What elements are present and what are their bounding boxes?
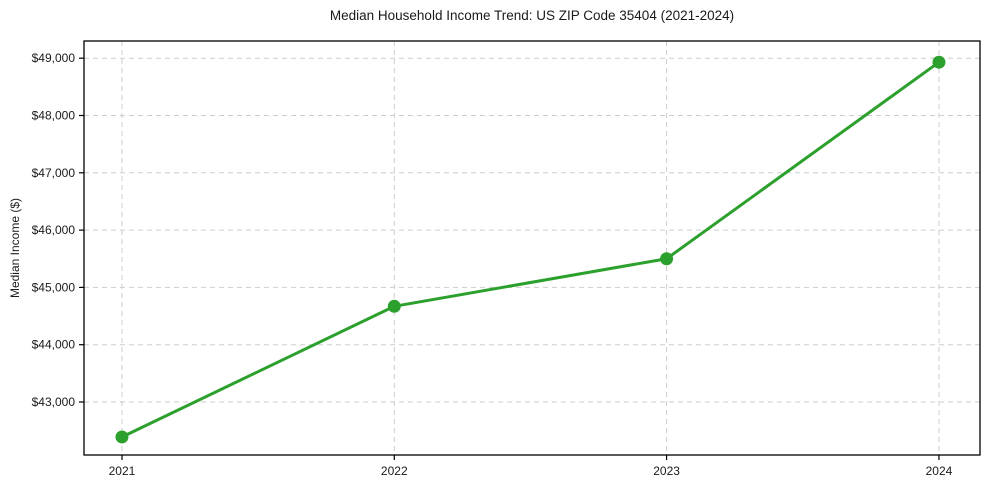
x-tick-label: 2023 xyxy=(653,464,680,478)
data-point-2023 xyxy=(660,252,674,266)
y-axis-label: Median Income ($) xyxy=(8,197,22,299)
y-tick-label: $49,000 xyxy=(32,51,76,65)
data-point-2024 xyxy=(932,55,946,69)
data-point-2021 xyxy=(115,430,129,444)
y-tick-label: $47,000 xyxy=(32,166,76,180)
y-tick-label: $46,000 xyxy=(32,223,76,237)
y-tick-label: $45,000 xyxy=(32,280,76,294)
x-tick-label: 2024 xyxy=(926,464,953,478)
plot-border xyxy=(83,40,981,456)
y-tick-label: $44,000 xyxy=(32,338,76,352)
x-tick-label: 2021 xyxy=(109,464,136,478)
data-point-2022 xyxy=(387,299,401,313)
y-tick-label: $48,000 xyxy=(32,108,76,122)
trend-line xyxy=(120,60,941,439)
chart-title: Median Household Income Trend: US ZIP Co… xyxy=(329,8,735,23)
y-tick-label: $43,000 xyxy=(32,395,76,409)
x-tick-label: 2022 xyxy=(381,464,408,478)
